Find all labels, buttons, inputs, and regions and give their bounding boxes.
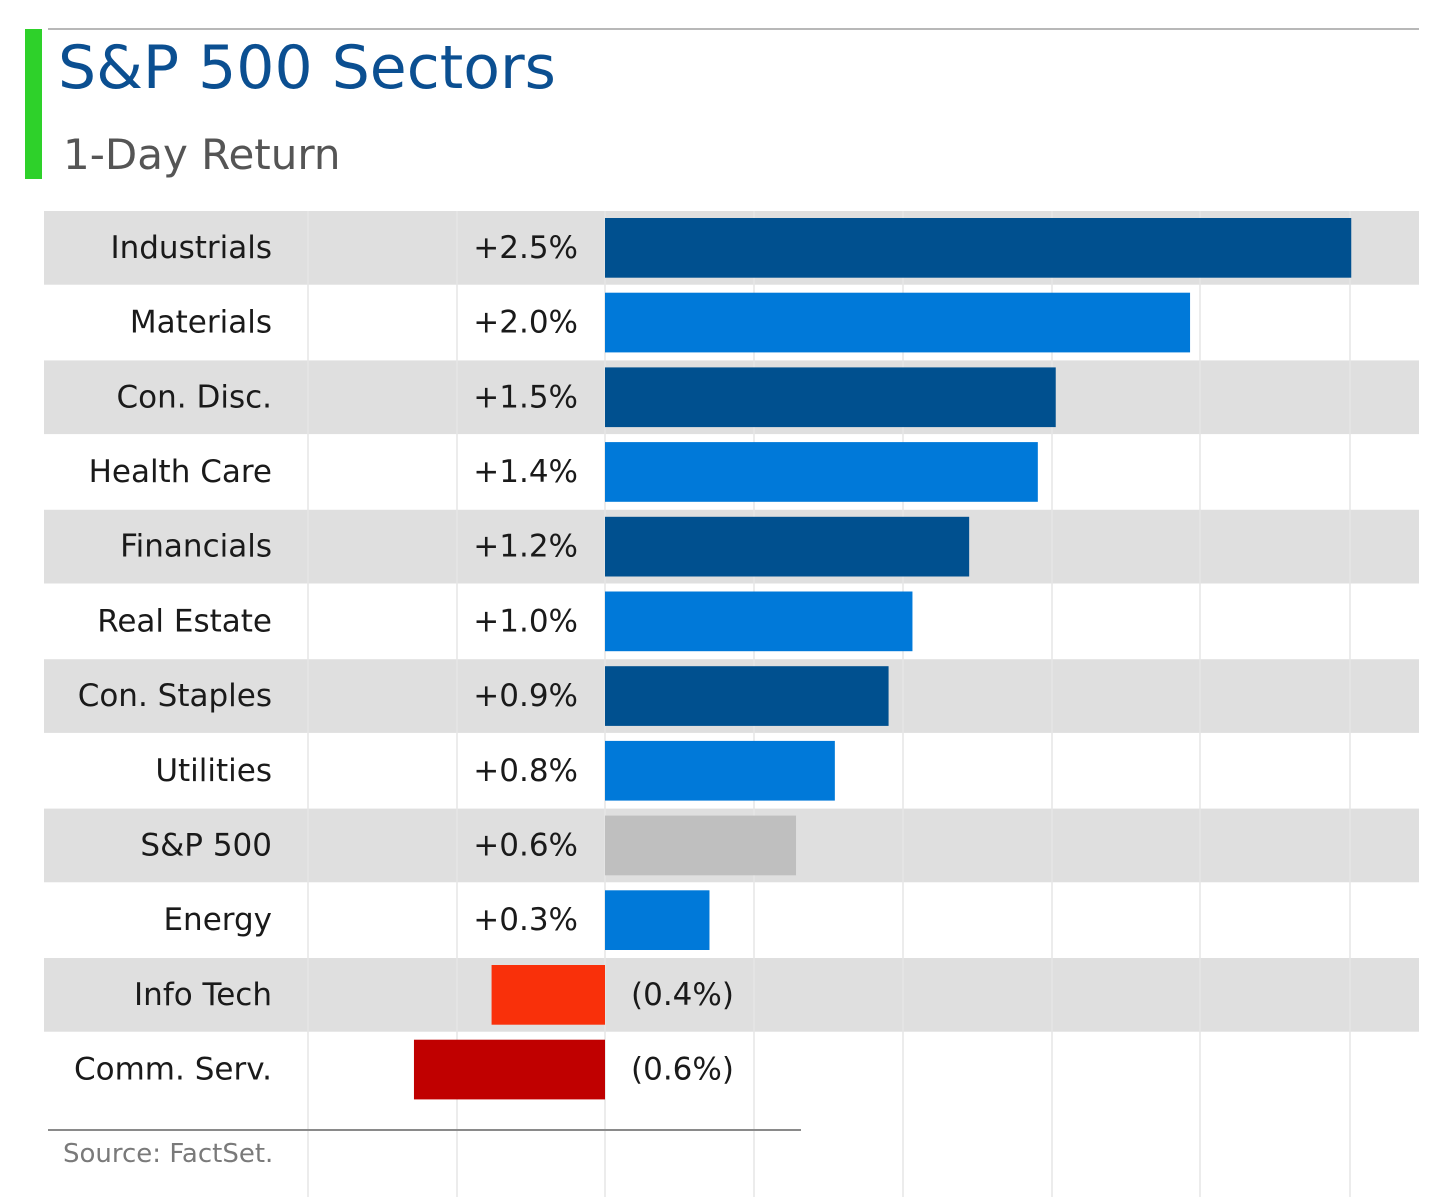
source-note: Source: FactSet. [63,1139,274,1169]
bar [605,367,1056,428]
category-label: Utilities [155,753,272,789]
bar [605,442,1038,502]
category-label: Comm. Serv. [74,1052,272,1088]
category-label: Industrials [110,230,272,266]
source-rule [48,1129,801,1131]
data-label: +1.0% [473,603,578,639]
data-label: +1.5% [473,379,578,415]
data-label: +0.8% [473,753,578,789]
bar [605,740,835,801]
bar [491,965,605,1025]
category-label: S&P 500 [140,827,272,863]
bar [605,292,1191,353]
data-label: +1.2% [473,529,578,565]
category-label: Materials [130,305,272,341]
data-label: +2.0% [473,305,578,341]
data-label: (0.4%) [631,977,734,1013]
bar [413,1039,605,1100]
category-label: Info Tech [134,977,272,1013]
top-rule [48,28,1419,30]
bar [605,218,1352,278]
data-label: +1.4% [473,454,578,490]
bar [605,666,889,726]
bar [605,890,710,950]
data-label: +0.3% [473,902,578,938]
category-label: Con. Staples [78,678,272,714]
bar [605,516,970,577]
category-label: Health Care [89,454,272,490]
chart-subtitle: 1-Day Return [63,130,341,179]
bar [605,591,913,652]
title-accent-bar [25,29,42,179]
chart-title: S&P 500 Sectors [58,33,556,103]
category-label: Real Estate [97,603,272,639]
data-label: +0.6% [473,827,578,863]
category-label: Con. Disc. [117,379,273,415]
bar [605,815,797,876]
data-label: (0.6%) [631,1052,734,1088]
data-label: +2.5% [473,230,578,266]
category-label: Financials [120,529,272,565]
category-label: Energy [163,902,272,938]
row-band [44,958,1419,1032]
data-label: +0.9% [473,678,578,714]
